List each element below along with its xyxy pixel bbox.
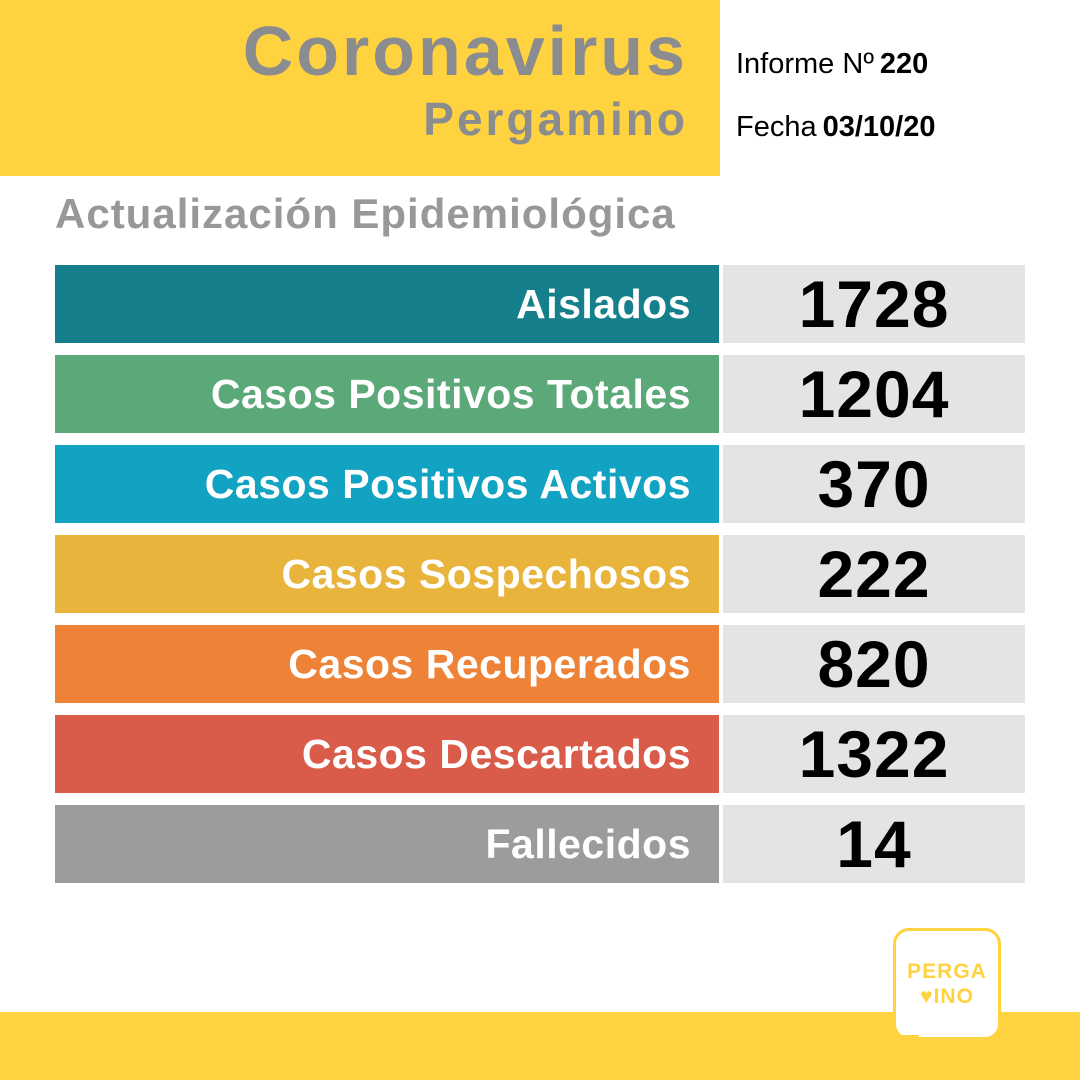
row-label: Casos Positivos Activos	[55, 445, 719, 523]
page-subtitle: Pergamino	[423, 93, 688, 145]
row-label: Fallecidos	[55, 805, 719, 883]
title-block: Coronavirus Pergamino	[0, 0, 720, 176]
section-title: Actualización Epidemiológica	[55, 190, 676, 237]
logo-tail	[900, 1035, 920, 1053]
row-value: 370	[723, 445, 1025, 523]
page-title: Coronavirus	[242, 12, 688, 90]
logo-text-mino: ♥INO	[896, 984, 998, 1009]
row-label: Aislados	[55, 265, 719, 343]
row-value: 1204	[723, 355, 1025, 433]
row-value: 1728	[723, 265, 1025, 343]
row-label: Casos Descartados	[55, 715, 719, 793]
table-row-descartados: Casos Descartados 1322	[55, 715, 1025, 793]
report-label: Informe Nº	[736, 48, 874, 80]
row-value: 222	[723, 535, 1025, 613]
row-value: 14	[723, 805, 1025, 883]
table-row-fallecidos: Fallecidos 14	[55, 805, 1025, 883]
row-label: Casos Recuperados	[55, 625, 719, 703]
stats-table: Aislados 1728 Casos Positivos Totales 12…	[55, 265, 1025, 895]
report-number-line: Informe Nº 220	[736, 48, 936, 81]
table-row-aislados: Aislados 1728	[55, 265, 1025, 343]
report-info: Informe Nº 220 Fecha 03/10/20	[736, 48, 936, 174]
row-value: 1322	[723, 715, 1025, 793]
report-number: 220	[879, 48, 929, 80]
pergamino-logo: PERGA ♥INO	[893, 928, 1001, 1053]
table-row-positivos-activos: Casos Positivos Activos 370	[55, 445, 1025, 523]
heart-icon: ♥	[920, 985, 934, 1009]
row-label: Casos Positivos Totales	[55, 355, 719, 433]
table-row-positivos-totales: Casos Positivos Totales 1204	[55, 355, 1025, 433]
report-date-line: Fecha 03/10/20	[736, 111, 936, 144]
logo-text-perga: PERGA	[907, 960, 987, 983]
logo-text-ino: INO	[933, 985, 974, 1009]
date-value: 03/10/20	[822, 111, 936, 143]
row-value: 820	[723, 625, 1025, 703]
table-row-recuperados: Casos Recuperados 820	[55, 625, 1025, 703]
table-row-sospechosos: Casos Sospechosos 222	[55, 535, 1025, 613]
date-label: Fecha	[736, 111, 817, 143]
row-label: Casos Sospechosos	[55, 535, 719, 613]
